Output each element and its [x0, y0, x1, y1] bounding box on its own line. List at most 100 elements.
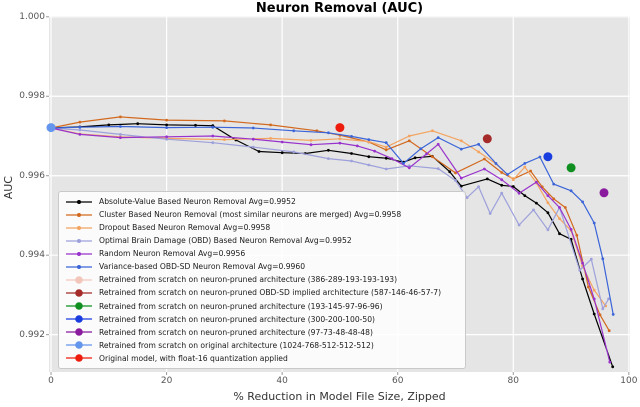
series-marker: [384, 148, 388, 152]
series-marker: [355, 144, 359, 148]
series-marker: [587, 285, 590, 289]
scatter-point: [566, 163, 576, 173]
series-marker: [407, 134, 411, 138]
series-marker: [523, 165, 527, 169]
series-marker: [257, 150, 261, 153]
series-marker: [384, 145, 388, 149]
x-tick-label: 40: [276, 376, 288, 386]
series-marker: [506, 173, 509, 176]
series-marker: [477, 185, 480, 189]
legend-label: Cluster Based Neuron Removal (most simil…: [99, 210, 402, 220]
series-marker: [546, 194, 550, 198]
x-axis-label: % Reduction in Model File Size, Zipped: [233, 390, 446, 403]
series-marker: [601, 307, 605, 311]
series-marker: [535, 180, 538, 184]
series-marker: [431, 155, 434, 159]
series-marker: [532, 208, 535, 212]
series-marker: [327, 157, 330, 161]
series-marker: [119, 136, 122, 139]
series-marker: [558, 217, 561, 221]
legend-label: Retrained from scratch on neuron-pruned …: [99, 301, 383, 311]
series-marker: [546, 201, 550, 205]
series-marker: [419, 147, 423, 151]
series-marker: [425, 152, 428, 156]
chart-title: Neuron Removal (AUC): [255, 1, 424, 16]
legend-label: Retrained from scratch on neuron-pruned …: [99, 314, 376, 324]
series-marker: [517, 223, 521, 227]
series-marker: [280, 140, 284, 144]
series-marker: [194, 123, 197, 127]
series-marker: [459, 147, 463, 151]
series-marker: [523, 162, 527, 165]
legend-row: Absolute-Value Based Neuron Removal Avg=…: [65, 195, 459, 208]
series-marker: [223, 138, 226, 141]
legend-label: Original model, with float-16 quantizati…: [99, 353, 288, 363]
scatter-point: [335, 123, 345, 133]
series-marker: [350, 152, 353, 155]
legend-label: Optimal Brain Damage (OBD) Based Neuron …: [99, 236, 352, 246]
series-marker: [165, 126, 168, 129]
series-marker: [407, 139, 411, 143]
y-axis-label: AUC: [2, 176, 15, 200]
series-marker: [367, 140, 371, 143]
series-marker: [407, 166, 411, 170]
series-marker: [592, 297, 596, 301]
series-marker: [309, 143, 313, 147]
series-marker: [292, 150, 296, 154]
series-marker: [459, 139, 463, 143]
series-marker: [390, 157, 394, 161]
series-marker: [483, 167, 486, 171]
x-tick-label: 60: [391, 376, 404, 386]
series-marker: [454, 171, 457, 175]
series-marker: [575, 233, 579, 237]
legend-glyph: [66, 341, 92, 350]
series-marker: [78, 128, 82, 132]
series-marker: [546, 211, 550, 215]
y-tick-label: 0.992: [19, 329, 45, 340]
legend-glyph: [66, 276, 92, 284]
legend-row: Retrained from scratch on neuron-pruned …: [65, 313, 459, 326]
series-marker: [78, 133, 82, 136]
legend-label: Absolute-Value Based Neuron Removal Avg=…: [99, 197, 296, 207]
series-marker: [459, 176, 463, 180]
series-marker: [436, 142, 440, 146]
series-marker: [251, 145, 255, 149]
series-marker: [454, 179, 457, 182]
x-tick-label: 20: [160, 376, 173, 386]
series-marker: [251, 137, 255, 141]
series-marker: [592, 312, 596, 316]
series-marker: [607, 329, 611, 333]
series-marker: [136, 122, 140, 126]
series-marker: [558, 206, 561, 209]
series-marker: [500, 183, 504, 187]
series-marker: [517, 191, 521, 195]
series-marker: [592, 288, 596, 292]
series-marker: [581, 200, 584, 204]
series-marker: [607, 297, 610, 301]
series-marker: [552, 197, 556, 201]
series-marker: [477, 142, 480, 146]
legend-glyph: [66, 225, 92, 230]
y-tick-label: 0.996: [19, 170, 45, 181]
legend-glyph: [66, 251, 92, 256]
series-marker: [327, 131, 330, 135]
series-marker: [448, 170, 452, 174]
legend-label: Retrained from scratch on neuron-pruned …: [99, 327, 373, 337]
series-marker: [581, 277, 584, 281]
series-marker: [589, 257, 593, 261]
series-marker: [384, 167, 388, 171]
series-marker: [107, 123, 111, 127]
series-marker: [569, 228, 573, 231]
series-marker: [165, 137, 168, 141]
series-line: [50, 127, 611, 363]
series-marker: [563, 206, 567, 209]
series-marker: [608, 360, 612, 364]
legend: Absolute-Value Based Neuron Removal Avg=…: [58, 191, 466, 369]
series-marker: [538, 155, 542, 159]
series-marker: [78, 125, 82, 129]
series-marker: [500, 191, 504, 195]
series-marker: [165, 123, 168, 127]
series-marker: [211, 141, 215, 145]
legend-row: Optimal Brain Damage (OBD) Based Neuron …: [65, 234, 459, 247]
series-marker: [569, 189, 573, 193]
